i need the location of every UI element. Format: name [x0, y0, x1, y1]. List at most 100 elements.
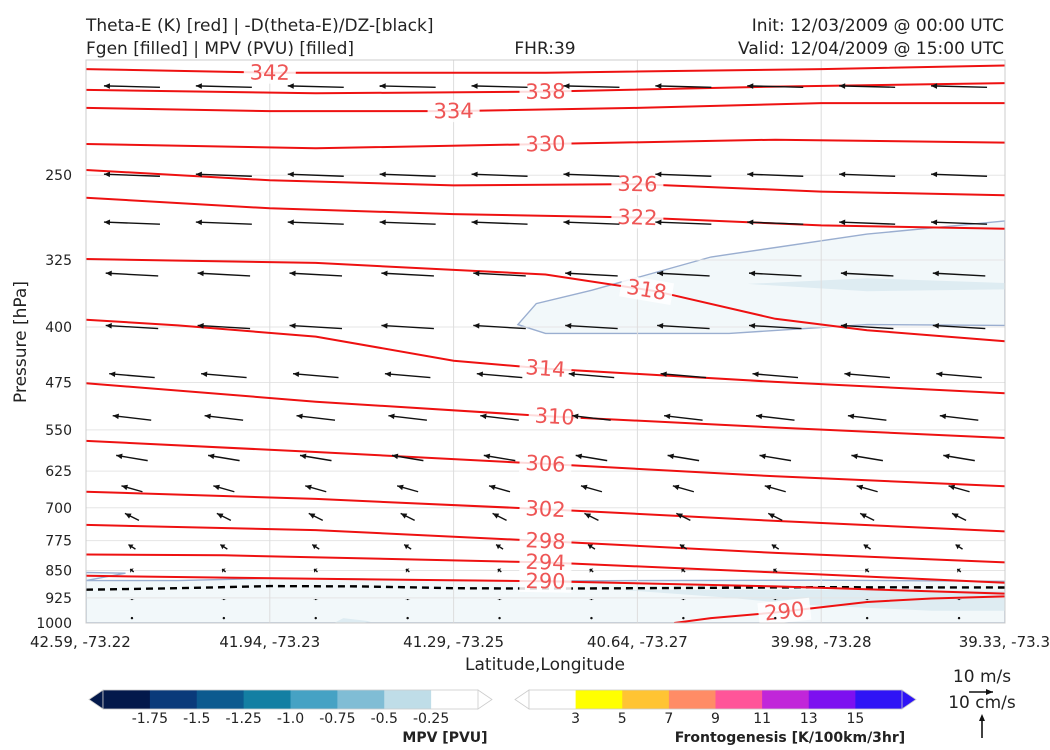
mpv-region: [334, 618, 371, 623]
wind-vector-head: [840, 270, 848, 277]
wind-vector: [471, 173, 528, 177]
fgen-colorbar-tick-label: 13: [800, 711, 818, 727]
theta-e-contour-label: 310: [528, 404, 582, 430]
wind-vector-head: [204, 413, 211, 420]
wind-vector-head: [195, 219, 202, 226]
wind-vector: [655, 85, 712, 88]
wind-vector-head: [105, 270, 112, 277]
wind-vector-head: [471, 171, 478, 178]
theta-e-label-text: 314: [525, 355, 567, 382]
wind-vector: [563, 221, 620, 225]
mpv-colorbar-segment: [103, 690, 151, 709]
mpv-colorbar: -1.75 -1.5 -1.25 -1.0 -0.75 -0.5 -0.25: [88, 689, 493, 727]
mpv-colorbar-tick-label: -0.5: [371, 711, 398, 727]
theta-e-contour-label: 334: [427, 99, 480, 123]
wind-vector-head: [312, 544, 318, 550]
fgen-colorbar-segment: [808, 690, 856, 709]
theta-e-label-background: [519, 496, 572, 522]
fgen-colorbar-title: Frontogenesis [K/100km/3hr]: [675, 730, 905, 746]
theta-e-contour-label: 306: [518, 451, 573, 477]
wind-vector-head: [128, 544, 134, 550]
wind-vector-head: [379, 219, 386, 226]
theta-e-label-background: [518, 355, 573, 382]
wind-vector: [748, 324, 802, 330]
wind-vector-head: [287, 171, 294, 178]
wind-vector-head: [747, 219, 754, 226]
mpv-colorbar-segment: [337, 690, 385, 709]
y-tick-label: 925: [45, 591, 72, 607]
y-tick-label: 775: [45, 534, 72, 550]
wind-vector-head: [865, 568, 869, 573]
x-tick-label: 41.94, -73.23: [219, 633, 320, 651]
theta-e-label-text: 290: [525, 569, 566, 594]
wind-vector-head: [764, 484, 772, 491]
reference-horizontal-label: 10 m/s: [953, 667, 1011, 687]
wind-vector: [657, 272, 710, 277]
wind-vector-head: [657, 323, 664, 329]
wind-vector-head: [931, 171, 938, 178]
wind-vector: [931, 221, 988, 225]
wind-vector-head: [851, 453, 858, 460]
wind-vector: [840, 324, 894, 330]
theta-e-contour-label: 342: [243, 60, 296, 85]
mpv-colorbar-right-extend: [477, 689, 493, 710]
mpv-colorbar-segment: [243, 690, 291, 709]
mpv-colorbar-tick-label: -1.0: [277, 711, 304, 727]
wind-vector-head: [222, 568, 226, 573]
y-tick-label: 325: [45, 253, 72, 269]
wind-vector-head: [565, 323, 572, 329]
wind-vector: [471, 85, 528, 88]
theta-e-label-text: 342: [250, 60, 290, 84]
wind-vector-head: [213, 484, 220, 491]
fgen-colorbar-tick-label: 11: [753, 711, 771, 727]
wind-vector-head: [130, 568, 134, 573]
x-axis-ticks: 42.59, -73.22 41.94, -73.23 41.29, -73.25 4…: [30, 633, 1050, 651]
wind-vector-head: [312, 599, 319, 600]
wind-vector: [195, 85, 252, 88]
reference-vertical-arrowhead: [979, 714, 985, 721]
wind-vector-head: [563, 83, 570, 89]
wind-vector-head: [103, 83, 111, 89]
wind-vector: [839, 173, 896, 177]
wind-vector-head: [480, 413, 487, 420]
theta-e-contour: [86, 169, 1005, 197]
wind-vector-head: [129, 599, 135, 600]
wind-vector-head: [195, 83, 202, 89]
wind-vector-head: [483, 453, 491, 460]
wind-vector-head: [293, 371, 300, 378]
wind-vector-head: [287, 83, 294, 89]
wind-vector-head: [105, 323, 112, 329]
wind-vector-head: [404, 544, 410, 550]
theta-e-contours: 3423383343303263223183143103063022982942…: [86, 60, 1005, 623]
wind-vector-head: [112, 413, 119, 420]
wind-vector-head: [489, 484, 496, 491]
wind-vector-head: [287, 219, 294, 226]
wind-vector: [568, 373, 615, 379]
wind-vector: [103, 221, 160, 225]
wind-vector: [572, 414, 611, 421]
y-tick-label: 1000: [36, 616, 72, 632]
wind-vector-head: [497, 568, 502, 573]
wind-vector-head: [655, 83, 662, 89]
wind-vector: [847, 414, 887, 421]
theta-e-label-background: [519, 550, 572, 575]
wind-vector-head: [956, 599, 962, 600]
wind-vector-head: [756, 413, 763, 420]
wind-vector: [664, 414, 703, 421]
fgen-colorbar-segment: [529, 690, 577, 709]
theta-e-contour-label: 302: [519, 496, 572, 522]
fgen-colorbar-segment: [855, 690, 903, 709]
wind-vector-head: [664, 413, 671, 420]
theta-e-contour-label: 314: [518, 355, 573, 382]
theta-e-label-text: 302: [525, 496, 566, 522]
wind-vector-head: [563, 171, 570, 178]
wind-vector-head: [121, 484, 128, 491]
mpv-colorbar-segment: [196, 690, 245, 709]
theta-e-label-background: [519, 132, 572, 156]
wind-vector: [682, 616, 685, 620]
theta-e-contour-label: 326: [611, 172, 664, 196]
y-tick-label: 850: [45, 564, 72, 580]
wind-vector: [932, 324, 986, 330]
mpv-colorbar-tick-label: -1.5: [183, 711, 210, 727]
theta-e-contour-label: 318: [619, 274, 675, 306]
